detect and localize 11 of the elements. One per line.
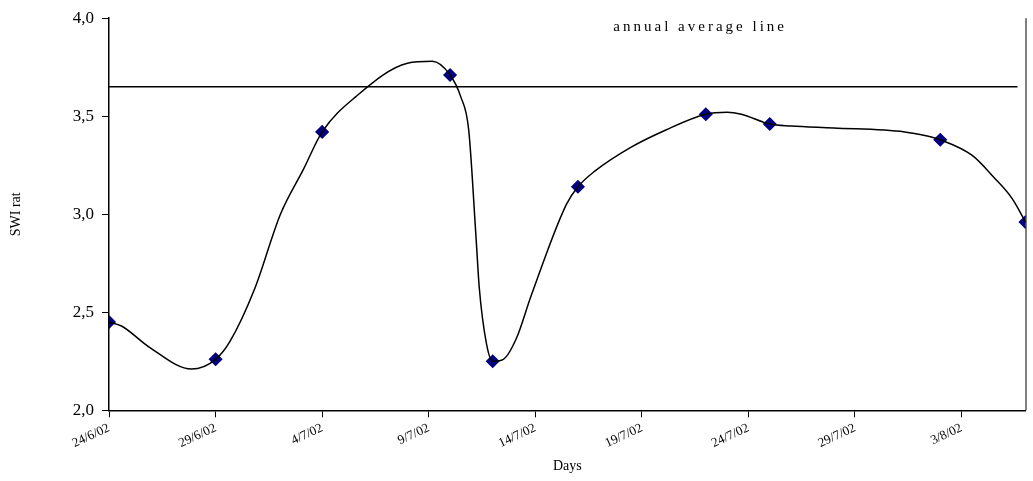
y-tick-label: 4,0 bbox=[72, 7, 95, 27]
y-tick-label: 2,0 bbox=[72, 399, 95, 419]
ref-line-label: annual average line bbox=[613, 18, 787, 35]
y-tick-label: 3,5 bbox=[72, 105, 95, 125]
y-tick-label: 3,0 bbox=[72, 203, 95, 223]
x-tick-label: 9/7/02 bbox=[395, 419, 432, 448]
x-tick-label: 3/8/02 bbox=[927, 419, 965, 448]
y-tick-label: 2,5 bbox=[72, 301, 95, 321]
x-axis-title: Days bbox=[552, 458, 582, 474]
y-axis-title: SWI rat bbox=[8, 192, 24, 237]
x-tick-label: 4/7/02 bbox=[288, 419, 325, 448]
